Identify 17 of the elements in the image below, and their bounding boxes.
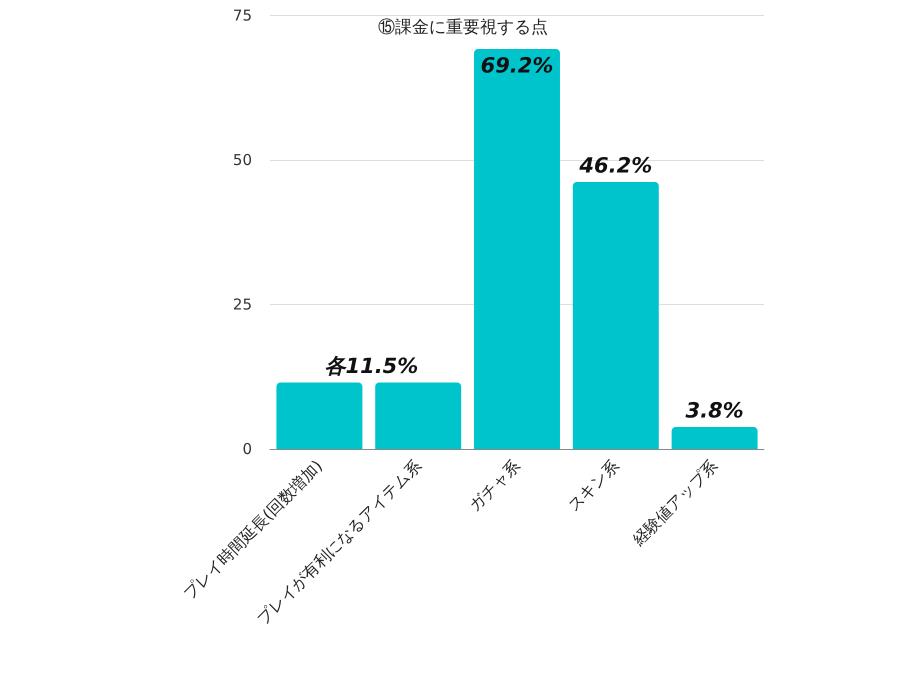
chart-title: ⑮課金に重要視する点: [378, 18, 548, 38]
y-tick-label: 75: [232, 6, 252, 24]
x-tick-label: ガチャ系: [465, 456, 524, 515]
data-label: 3.8%: [685, 398, 744, 423]
y-tick-label: 25: [232, 296, 252, 314]
data-label: 各11.5%: [324, 354, 418, 378]
x-tick-label: スキン系: [564, 456, 623, 515]
bar: [375, 382, 462, 449]
data-label: 69.2%: [480, 54, 554, 78]
bar: [572, 182, 659, 449]
bar: [276, 382, 362, 449]
data-label: 46.2%: [578, 153, 652, 178]
bar: [474, 49, 560, 449]
x-tick-label: 経験値アップ系: [628, 456, 722, 550]
y-tick-label: 0: [242, 440, 252, 458]
bar: [672, 427, 758, 449]
y-tick-label: 50: [232, 151, 252, 169]
